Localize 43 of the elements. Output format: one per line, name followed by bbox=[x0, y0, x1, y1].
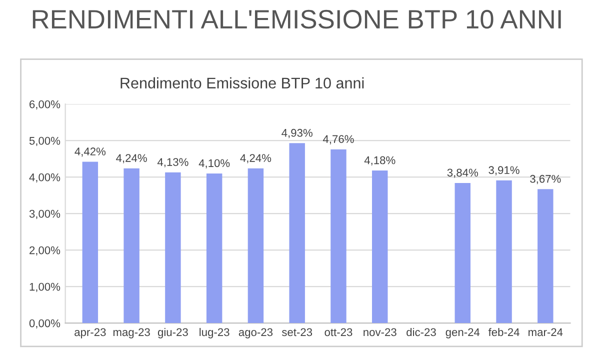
bar bbox=[538, 189, 554, 324]
y-tick-label: 4,00% bbox=[29, 173, 60, 183]
data-label: 3,84% bbox=[447, 168, 478, 178]
x-tick-label: feb-24 bbox=[488, 328, 520, 336]
bar bbox=[124, 168, 140, 324]
data-label: 4,18% bbox=[364, 156, 396, 166]
bar bbox=[330, 149, 346, 324]
data-label: 3,91% bbox=[488, 166, 520, 176]
y-tick-label: 1,00% bbox=[30, 282, 60, 292]
y-tick-label: 2,00% bbox=[30, 246, 60, 256]
bar bbox=[248, 168, 264, 324]
y-tick-label: 5,00% bbox=[29, 136, 60, 146]
data-label: 4,76% bbox=[322, 135, 354, 144]
x-tick-label: apr-23 bbox=[74, 328, 106, 338]
chart-title: RENDIMENTI ALL'EMISSIONE BTP 10 ANNI bbox=[32, 10, 561, 29]
data-label: 4,24% bbox=[240, 154, 272, 164]
chart-subtitle: Rendimento Emissione BTP 10 anni bbox=[120, 77, 364, 88]
bar bbox=[454, 182, 470, 324]
data-label: 4,42% bbox=[74, 148, 106, 157]
bar bbox=[496, 180, 512, 324]
x-tick-label: mag-23 bbox=[113, 328, 150, 338]
y-tick-label: 6,00% bbox=[30, 100, 60, 110]
x-tick-label: gen-24 bbox=[446, 328, 480, 338]
data-label: 4,13% bbox=[157, 158, 188, 168]
bar bbox=[206, 173, 222, 324]
x-tick-label: ott-23 bbox=[324, 328, 352, 336]
bar bbox=[165, 172, 181, 324]
data-label: 4,93% bbox=[282, 128, 312, 138]
data-label: 3,67% bbox=[530, 174, 561, 184]
bar bbox=[372, 170, 388, 324]
y-tick-label: 3,00% bbox=[29, 210, 60, 220]
x-tick-label: lug-23 bbox=[200, 328, 230, 338]
data-label: 4,10% bbox=[198, 159, 230, 168]
x-tick-label: dic-23 bbox=[406, 328, 436, 336]
bar bbox=[289, 143, 305, 324]
bar bbox=[82, 162, 98, 324]
y-tick-label: 0,00% bbox=[29, 319, 60, 329]
data-label: 4,24% bbox=[116, 154, 147, 164]
x-tick-label: mar-24 bbox=[528, 328, 563, 336]
x-tick-label: set-23 bbox=[282, 328, 312, 336]
x-tick-label: ago-23 bbox=[238, 328, 273, 338]
x-tick-label: giu-23 bbox=[158, 328, 188, 338]
x-tick-label: nov-23 bbox=[364, 328, 396, 336]
